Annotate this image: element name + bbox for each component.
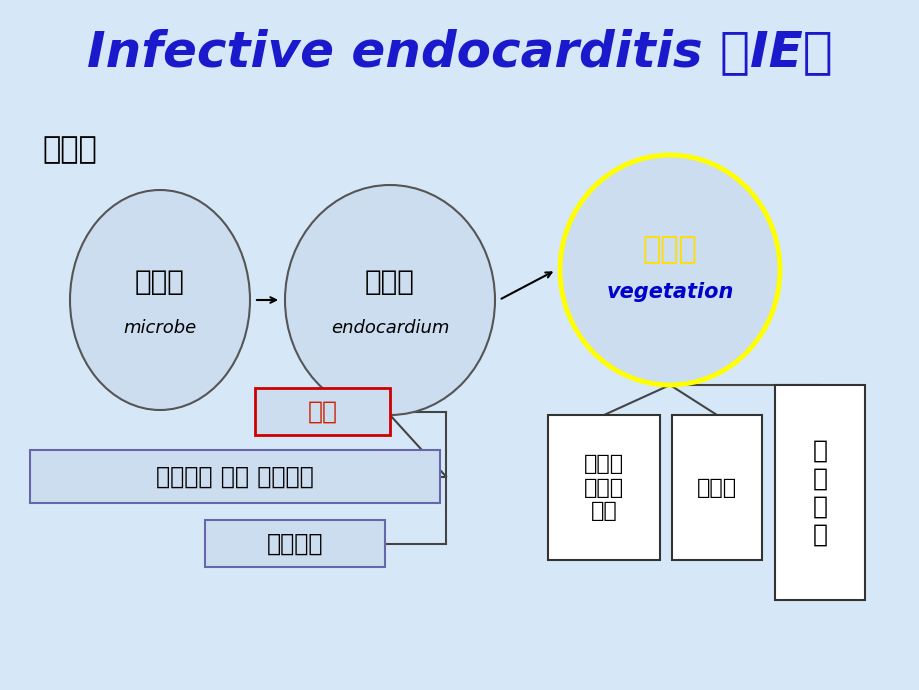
- FancyBboxPatch shape: [205, 520, 384, 567]
- Text: 赟生物: 赟生物: [642, 235, 697, 264]
- Text: 炎
症
细
胞: 炎 症 细 胞: [811, 439, 826, 546]
- Text: Infective endocarditis （IE）: Infective endocarditis （IE）: [87, 28, 832, 76]
- FancyBboxPatch shape: [774, 385, 864, 600]
- Text: 心内膜: 心内膜: [365, 268, 414, 296]
- FancyBboxPatch shape: [30, 450, 439, 503]
- Ellipse shape: [70, 190, 250, 410]
- Text: 微生物: 微生物: [135, 268, 185, 296]
- FancyBboxPatch shape: [671, 415, 761, 560]
- Text: vegetation: vegetation: [606, 282, 732, 302]
- Text: 瓣膜: 瓣膜: [307, 400, 337, 424]
- FancyBboxPatch shape: [548, 415, 659, 560]
- Text: 血小板
纤维素
团块: 血小板 纤维素 团块: [584, 454, 623, 521]
- FancyBboxPatch shape: [255, 388, 390, 435]
- Text: 间隔缺损 辱索 心壁内膜: 间隔缺损 辱索 心壁内膜: [156, 464, 313, 489]
- Ellipse shape: [560, 155, 779, 385]
- Text: 微生物: 微生物: [697, 477, 736, 497]
- Ellipse shape: [285, 185, 494, 415]
- Text: 概念：: 概念：: [42, 135, 96, 164]
- Text: 动脉内膜: 动脉内膜: [267, 531, 323, 555]
- Text: microbe: microbe: [123, 319, 197, 337]
- Text: endocardium: endocardium: [331, 319, 448, 337]
